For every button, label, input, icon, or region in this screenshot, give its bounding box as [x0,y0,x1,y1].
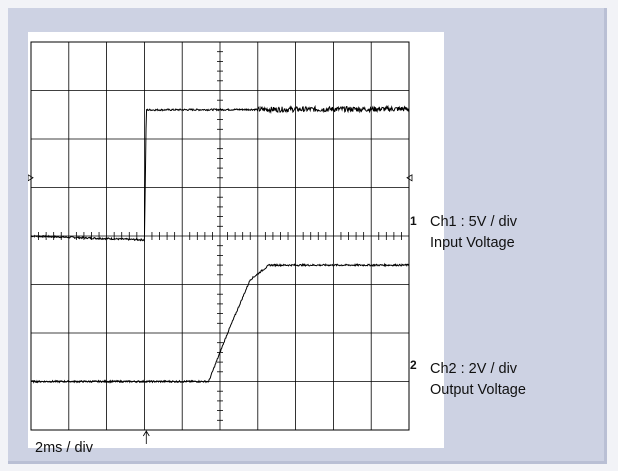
left-marker [28,174,34,182]
right-marker [406,174,413,182]
ch2-output-voltage-trace [30,262,410,384]
ch2-signal-label: Output Voltage [430,382,526,398]
screen-background [28,32,444,448]
ch1-marker: 1 [410,214,417,228]
ch1-signal-label: Input Voltage [430,235,515,251]
ch2-marker: 2 [410,358,417,372]
ch1-scale-label: Ch1 : 5V / div [430,214,518,230]
figure-panel: 1 Ch1 : 5V / div Input Voltage 2 Ch2 : 2… [8,8,607,464]
trigger-arrow [142,430,150,444]
oscilloscope-screen [28,32,444,448]
ch2-scale-label: Ch2 : 2V / div [430,361,518,377]
ch1-input-voltage-trace [30,104,410,242]
time-scale-label: 2ms / div [35,440,94,456]
